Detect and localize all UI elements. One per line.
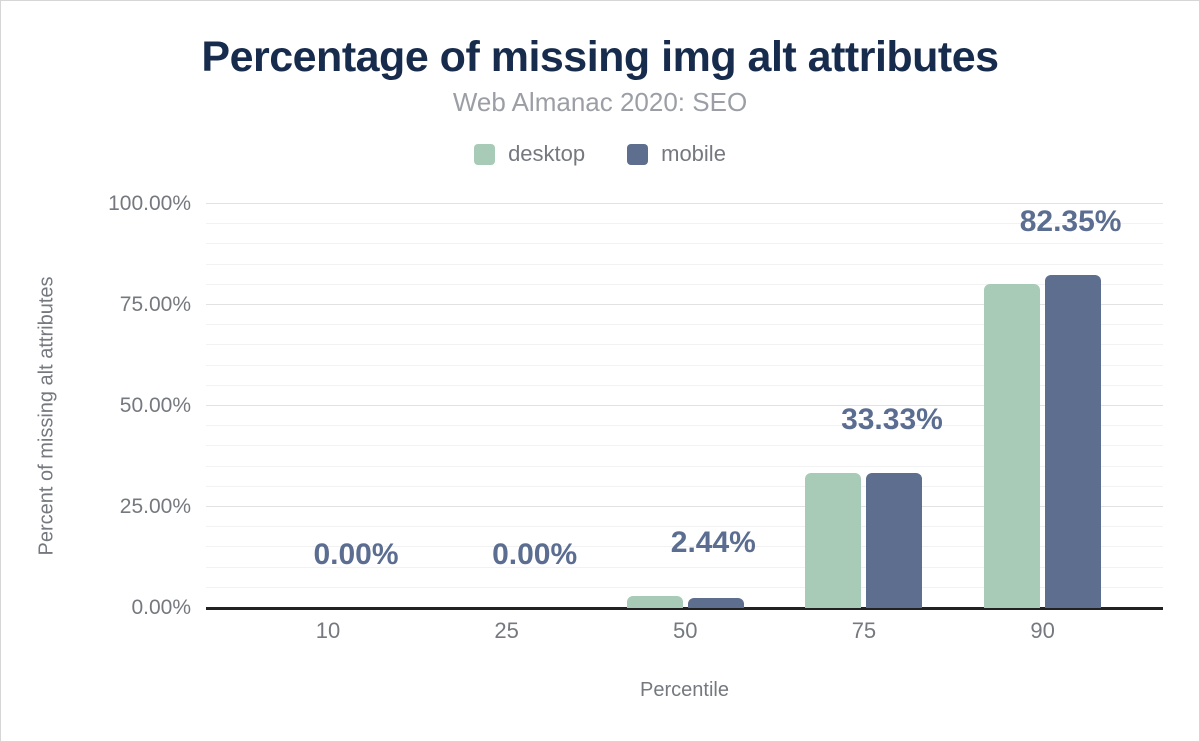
major-gridline <box>206 304 1163 305</box>
minor-gridline <box>206 425 1163 427</box>
desktop-bar-p90[interactable] <box>984 284 1041 608</box>
x-tick-label-25: 25 <box>494 618 519 643</box>
mobile-swatch-icon <box>627 143 649 165</box>
legend-label-desktop: desktop <box>508 141 586 166</box>
minor-gridline <box>206 546 1163 548</box>
data-label-p50: 2.44% <box>670 525 756 559</box>
chart-subtitle: Web Almanac 2020: SEO <box>452 87 748 117</box>
x-axis-title: Percentile <box>640 679 729 701</box>
desktop-bar-p75[interactable] <box>805 473 862 608</box>
minor-gridline <box>206 344 1163 346</box>
data-label-p75: 33.33% <box>841 403 943 437</box>
x-tick-label-75: 75 <box>851 618 877 643</box>
y-tick-label: 0.00% <box>131 596 191 619</box>
minor-gridline <box>206 586 1163 588</box>
chart-title: Percentage of missing img alt attributes <box>201 33 999 81</box>
minor-gridline <box>206 324 1163 326</box>
major-gridline <box>206 506 1163 507</box>
minor-gridline <box>206 465 1163 467</box>
y-tick-label: 75.00% <box>119 293 191 316</box>
major-gridline <box>206 405 1163 406</box>
x-axis-line <box>206 607 1163 610</box>
legend: desktop mobile <box>1 141 1199 167</box>
x-tick-label-50: 50 <box>673 618 698 643</box>
mobile-bar-p50[interactable] <box>687 598 744 608</box>
x-tick-label-10: 10 <box>315 618 341 643</box>
mobile-bar-p90[interactable] <box>1045 275 1102 608</box>
minor-gridline <box>206 566 1163 568</box>
desktop-swatch-icon <box>474 143 496 165</box>
minor-gridline <box>206 445 1163 447</box>
minor-gridline <box>206 384 1163 386</box>
data-label-p10: 0.00% <box>313 538 399 571</box>
minor-gridline <box>206 223 1163 225</box>
y-tick-label: 25.00% <box>119 495 191 518</box>
y-tick-label: 50.00% <box>119 394 191 417</box>
desktop-bar-p50[interactable] <box>626 595 683 608</box>
major-gridline <box>206 203 1163 204</box>
minor-gridline <box>206 243 1163 245</box>
minor-gridline <box>206 485 1163 487</box>
legend-item-desktop[interactable]: desktop <box>474 141 585 167</box>
y-tick-label: 100.00% <box>108 192 191 215</box>
minor-gridline <box>206 263 1163 265</box>
minor-gridline <box>206 283 1163 285</box>
x-tick-label-90: 90 <box>1030 618 1055 643</box>
legend-item-mobile[interactable]: mobile <box>627 141 726 167</box>
legend-label-mobile: mobile <box>661 141 726 166</box>
plot-area: 0.00% 0.00% 2.44% 33.33% 82.35% <box>206 203 1163 610</box>
data-label-p90: 82.35% <box>1019 205 1122 239</box>
y-axis: 0.00% 25.00% 50.00% 75.00% 100.00% <box>1 192 191 619</box>
mobile-bar-p75[interactable] <box>866 473 923 608</box>
minor-gridline <box>206 364 1163 366</box>
minor-gridline <box>206 526 1163 528</box>
data-label-p25: 0.00% <box>492 538 578 571</box>
